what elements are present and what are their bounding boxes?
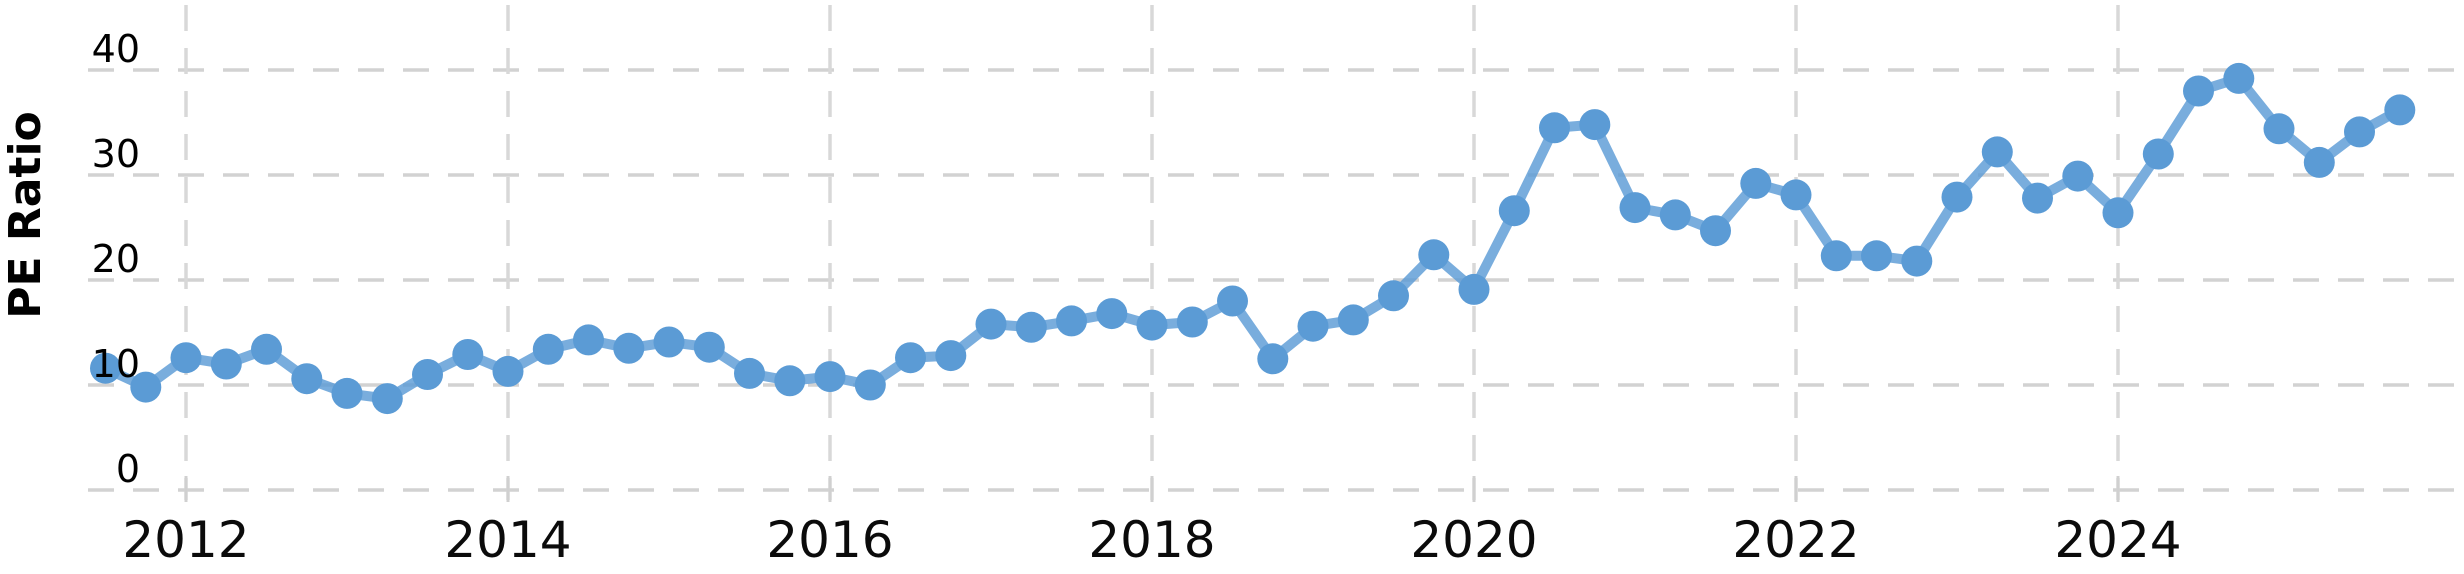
data-point: [1056, 305, 1087, 337]
data-point: [653, 326, 685, 358]
data-point: [613, 332, 645, 364]
data-point: [170, 342, 202, 374]
data-point: [2142, 138, 2174, 170]
data-point: [1740, 167, 1772, 199]
data-point: [2102, 197, 2134, 229]
y-tick-label-40: 40: [92, 27, 140, 71]
data-point: [1700, 215, 1731, 247]
data-point: [1176, 306, 1208, 338]
x-tick-label-2012: 2012: [122, 511, 249, 569]
data-point: [251, 333, 282, 365]
data-point: [2062, 160, 2094, 192]
data-point: [1217, 285, 1248, 317]
data-point: [210, 348, 242, 380]
data-point: [2263, 113, 2295, 145]
data-point: [1378, 280, 1409, 312]
x-tick-label-2024: 2024: [2054, 511, 2181, 569]
x-tick-label-2018: 2018: [1088, 511, 1215, 569]
x-tick-marks: [184, 476, 2120, 502]
data-point: [1901, 245, 1933, 277]
data-point: [1820, 240, 1852, 272]
data-point: [1096, 298, 1128, 330]
horizontal-gridlines: [88, 68, 2464, 492]
y-tick-label-0: 0: [116, 447, 140, 491]
data-point: [1539, 112, 1570, 144]
data-point: [130, 371, 162, 403]
data-point: [532, 333, 564, 365]
data-point: [1418, 239, 1450, 271]
pe-ratio-line: [100, 73, 2405, 404]
data-point: [331, 377, 363, 409]
data-point: [2223, 62, 2255, 94]
data-point: [1257, 343, 1289, 375]
data-point: [492, 355, 524, 387]
data-point: [1579, 109, 1611, 141]
data-point: [814, 361, 846, 393]
data-point: [734, 357, 765, 389]
data-point: [291, 363, 323, 395]
data-point: [1780, 179, 1812, 211]
data-point: [1458, 273, 1490, 305]
pe-ratio-series: [90, 62, 2416, 415]
y-axis-title: PE Ratio: [0, 111, 51, 319]
data-point: [573, 324, 604, 356]
data-point: [90, 352, 121, 384]
data-point: [2344, 116, 2375, 148]
x-tick-label-2020: 2020: [1410, 511, 1537, 569]
data-point: [371, 383, 403, 415]
data-point: [2183, 75, 2214, 107]
x-tick-label-2014: 2014: [444, 511, 571, 569]
vertical-gridlines: [184, 5, 2120, 500]
x-tick-label-2016: 2016: [766, 511, 893, 569]
data-point: [1619, 192, 1651, 224]
data-point: [935, 340, 967, 372]
data-point: [975, 308, 1007, 340]
data-point: [895, 342, 926, 374]
data-point: [854, 369, 886, 401]
x-tick-label-2022: 2022: [1732, 511, 1859, 569]
data-point: [1941, 181, 1973, 213]
data-point: [2303, 146, 2335, 178]
data-point: [1015, 311, 1047, 343]
data-point: [774, 365, 806, 397]
axis-tick-labels: 0 10 20 30 40 2012 2014 2016 2018 2020 2022 2024: [92, 27, 2182, 569]
data-point: [1337, 304, 1369, 336]
data-point: [1498, 195, 1530, 227]
data-point: [412, 359, 443, 390]
y-tick-label-30: 30: [92, 132, 140, 176]
data-point: [1136, 309, 1168, 341]
data-point: [693, 331, 725, 363]
data-point: [1981, 136, 2013, 168]
data-point: [1659, 199, 1691, 231]
data-point: [2384, 94, 2416, 126]
data-point: [1297, 310, 1329, 342]
data-point: [1861, 240, 1892, 272]
data-point: [2022, 182, 2053, 214]
data-point: [452, 339, 484, 370]
y-tick-label-20: 20: [92, 237, 140, 281]
y-tick-label-10: 10: [92, 342, 140, 386]
